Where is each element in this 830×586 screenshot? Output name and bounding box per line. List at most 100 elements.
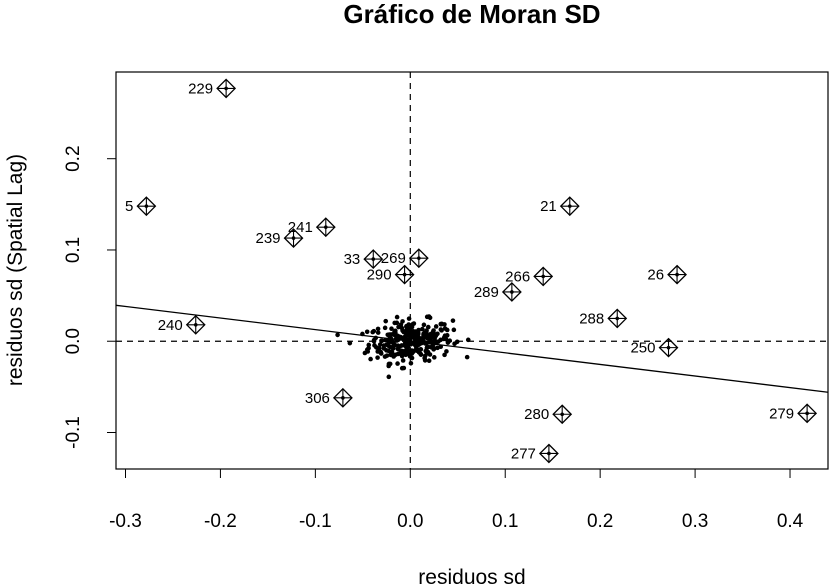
cluster-point bbox=[408, 361, 414, 366]
cluster-point bbox=[375, 330, 381, 335]
cluster-point bbox=[368, 356, 373, 362]
cluster-point bbox=[360, 331, 365, 337]
cluster-point bbox=[424, 330, 429, 336]
cluster-point bbox=[394, 338, 400, 343]
cluster-point bbox=[371, 328, 377, 334]
cluster-point bbox=[371, 337, 377, 343]
cluster-point bbox=[399, 343, 404, 348]
x-tick-label: -0.1 bbox=[299, 511, 332, 532]
cluster-point bbox=[431, 355, 437, 360]
cluster-point bbox=[427, 315, 433, 321]
point-cluster bbox=[335, 314, 471, 380]
regression-line bbox=[115, 304, 829, 393]
cluster-point bbox=[410, 328, 416, 334]
cluster-point bbox=[404, 350, 410, 356]
cluster-point bbox=[387, 332, 392, 337]
cluster-point bbox=[390, 344, 396, 350]
y-axis: -0.1 0.0 0.1 0.2 bbox=[63, 145, 117, 449]
cluster-point bbox=[394, 314, 400, 320]
cluster-point bbox=[430, 330, 436, 335]
cluster-point bbox=[377, 349, 383, 355]
influential-point-center bbox=[615, 316, 620, 321]
cluster-point bbox=[394, 320, 400, 326]
point-label: 279 bbox=[769, 405, 794, 422]
influential-point-center bbox=[510, 290, 514, 294]
cluster-point bbox=[384, 353, 390, 358]
point-label: 250 bbox=[630, 340, 655, 357]
y-tick-label: 0.2 bbox=[63, 145, 84, 171]
point-label: 306 bbox=[305, 390, 330, 407]
cluster-point bbox=[377, 345, 382, 351]
cluster-point bbox=[438, 321, 444, 327]
cluster-point bbox=[335, 332, 340, 338]
cluster-point bbox=[450, 318, 456, 323]
influential-point-center bbox=[291, 236, 296, 240]
point-label: 280 bbox=[524, 406, 549, 423]
cluster-point bbox=[393, 328, 398, 334]
cluster-point bbox=[421, 322, 427, 328]
cluster-point bbox=[383, 337, 388, 343]
cluster-point bbox=[402, 334, 408, 340]
cluster-point bbox=[398, 322, 404, 327]
influential-point-center bbox=[341, 396, 345, 400]
cluster-point bbox=[427, 333, 433, 338]
influential-point-center bbox=[417, 256, 421, 260]
cluster-point bbox=[465, 337, 471, 343]
cluster-point bbox=[387, 335, 393, 341]
cluster-point bbox=[428, 339, 434, 344]
point-label: 269 bbox=[381, 250, 406, 267]
cluster-point bbox=[399, 353, 405, 359]
plot-frame bbox=[115, 71, 829, 470]
cluster-point bbox=[386, 341, 391, 346]
cluster-point bbox=[464, 354, 470, 360]
cluster-point bbox=[409, 324, 415, 330]
cluster-point bbox=[454, 339, 460, 345]
cluster-point bbox=[366, 345, 371, 351]
cluster-point bbox=[347, 340, 353, 346]
point-label: 277 bbox=[511, 445, 536, 462]
regression-line-path bbox=[115, 304, 829, 393]
influential-point-center bbox=[675, 272, 679, 277]
cluster-point bbox=[441, 335, 447, 340]
influential-point-center bbox=[547, 451, 551, 456]
cluster-point bbox=[409, 355, 415, 361]
cluster-point bbox=[422, 355, 427, 361]
point-label: 289 bbox=[474, 284, 499, 301]
cluster-point bbox=[444, 349, 449, 354]
cluster-point bbox=[444, 327, 450, 333]
cluster-point bbox=[409, 333, 415, 339]
cluster-point bbox=[405, 337, 411, 343]
cluster-point bbox=[372, 343, 377, 348]
cluster-point bbox=[438, 327, 444, 332]
influential-point-center bbox=[805, 411, 809, 416]
cluster-point bbox=[379, 338, 385, 344]
cluster-point bbox=[398, 349, 403, 355]
point-label: 5 bbox=[125, 198, 133, 215]
cluster-point bbox=[411, 321, 417, 326]
y-tick-label: 0.0 bbox=[63, 328, 84, 354]
cluster-point bbox=[417, 337, 422, 342]
y-tick-label: -0.1 bbox=[63, 416, 84, 449]
cluster-point bbox=[399, 365, 405, 371]
cluster-point bbox=[387, 361, 393, 367]
influential-point-center bbox=[541, 274, 545, 279]
y-axis-label: residuos sd (Spatial Lag) bbox=[4, 154, 27, 386]
cluster-point bbox=[431, 346, 437, 351]
cluster-point bbox=[433, 324, 439, 329]
cluster-point bbox=[382, 325, 388, 331]
cluster-point bbox=[442, 352, 447, 358]
influential-point-center bbox=[560, 412, 564, 417]
cluster-point bbox=[395, 333, 401, 339]
point-label: 266 bbox=[505, 268, 530, 285]
cluster-point bbox=[400, 358, 406, 363]
cluster-point bbox=[418, 351, 423, 357]
cluster-point bbox=[412, 342, 418, 348]
cluster-point bbox=[406, 316, 412, 321]
x-tick-label: 0.1 bbox=[492, 511, 518, 532]
point-label: 239 bbox=[255, 230, 280, 247]
cluster-point bbox=[392, 352, 398, 358]
cluster-point bbox=[445, 340, 451, 345]
point-label: 240 bbox=[158, 317, 183, 334]
cluster-point bbox=[389, 326, 394, 331]
